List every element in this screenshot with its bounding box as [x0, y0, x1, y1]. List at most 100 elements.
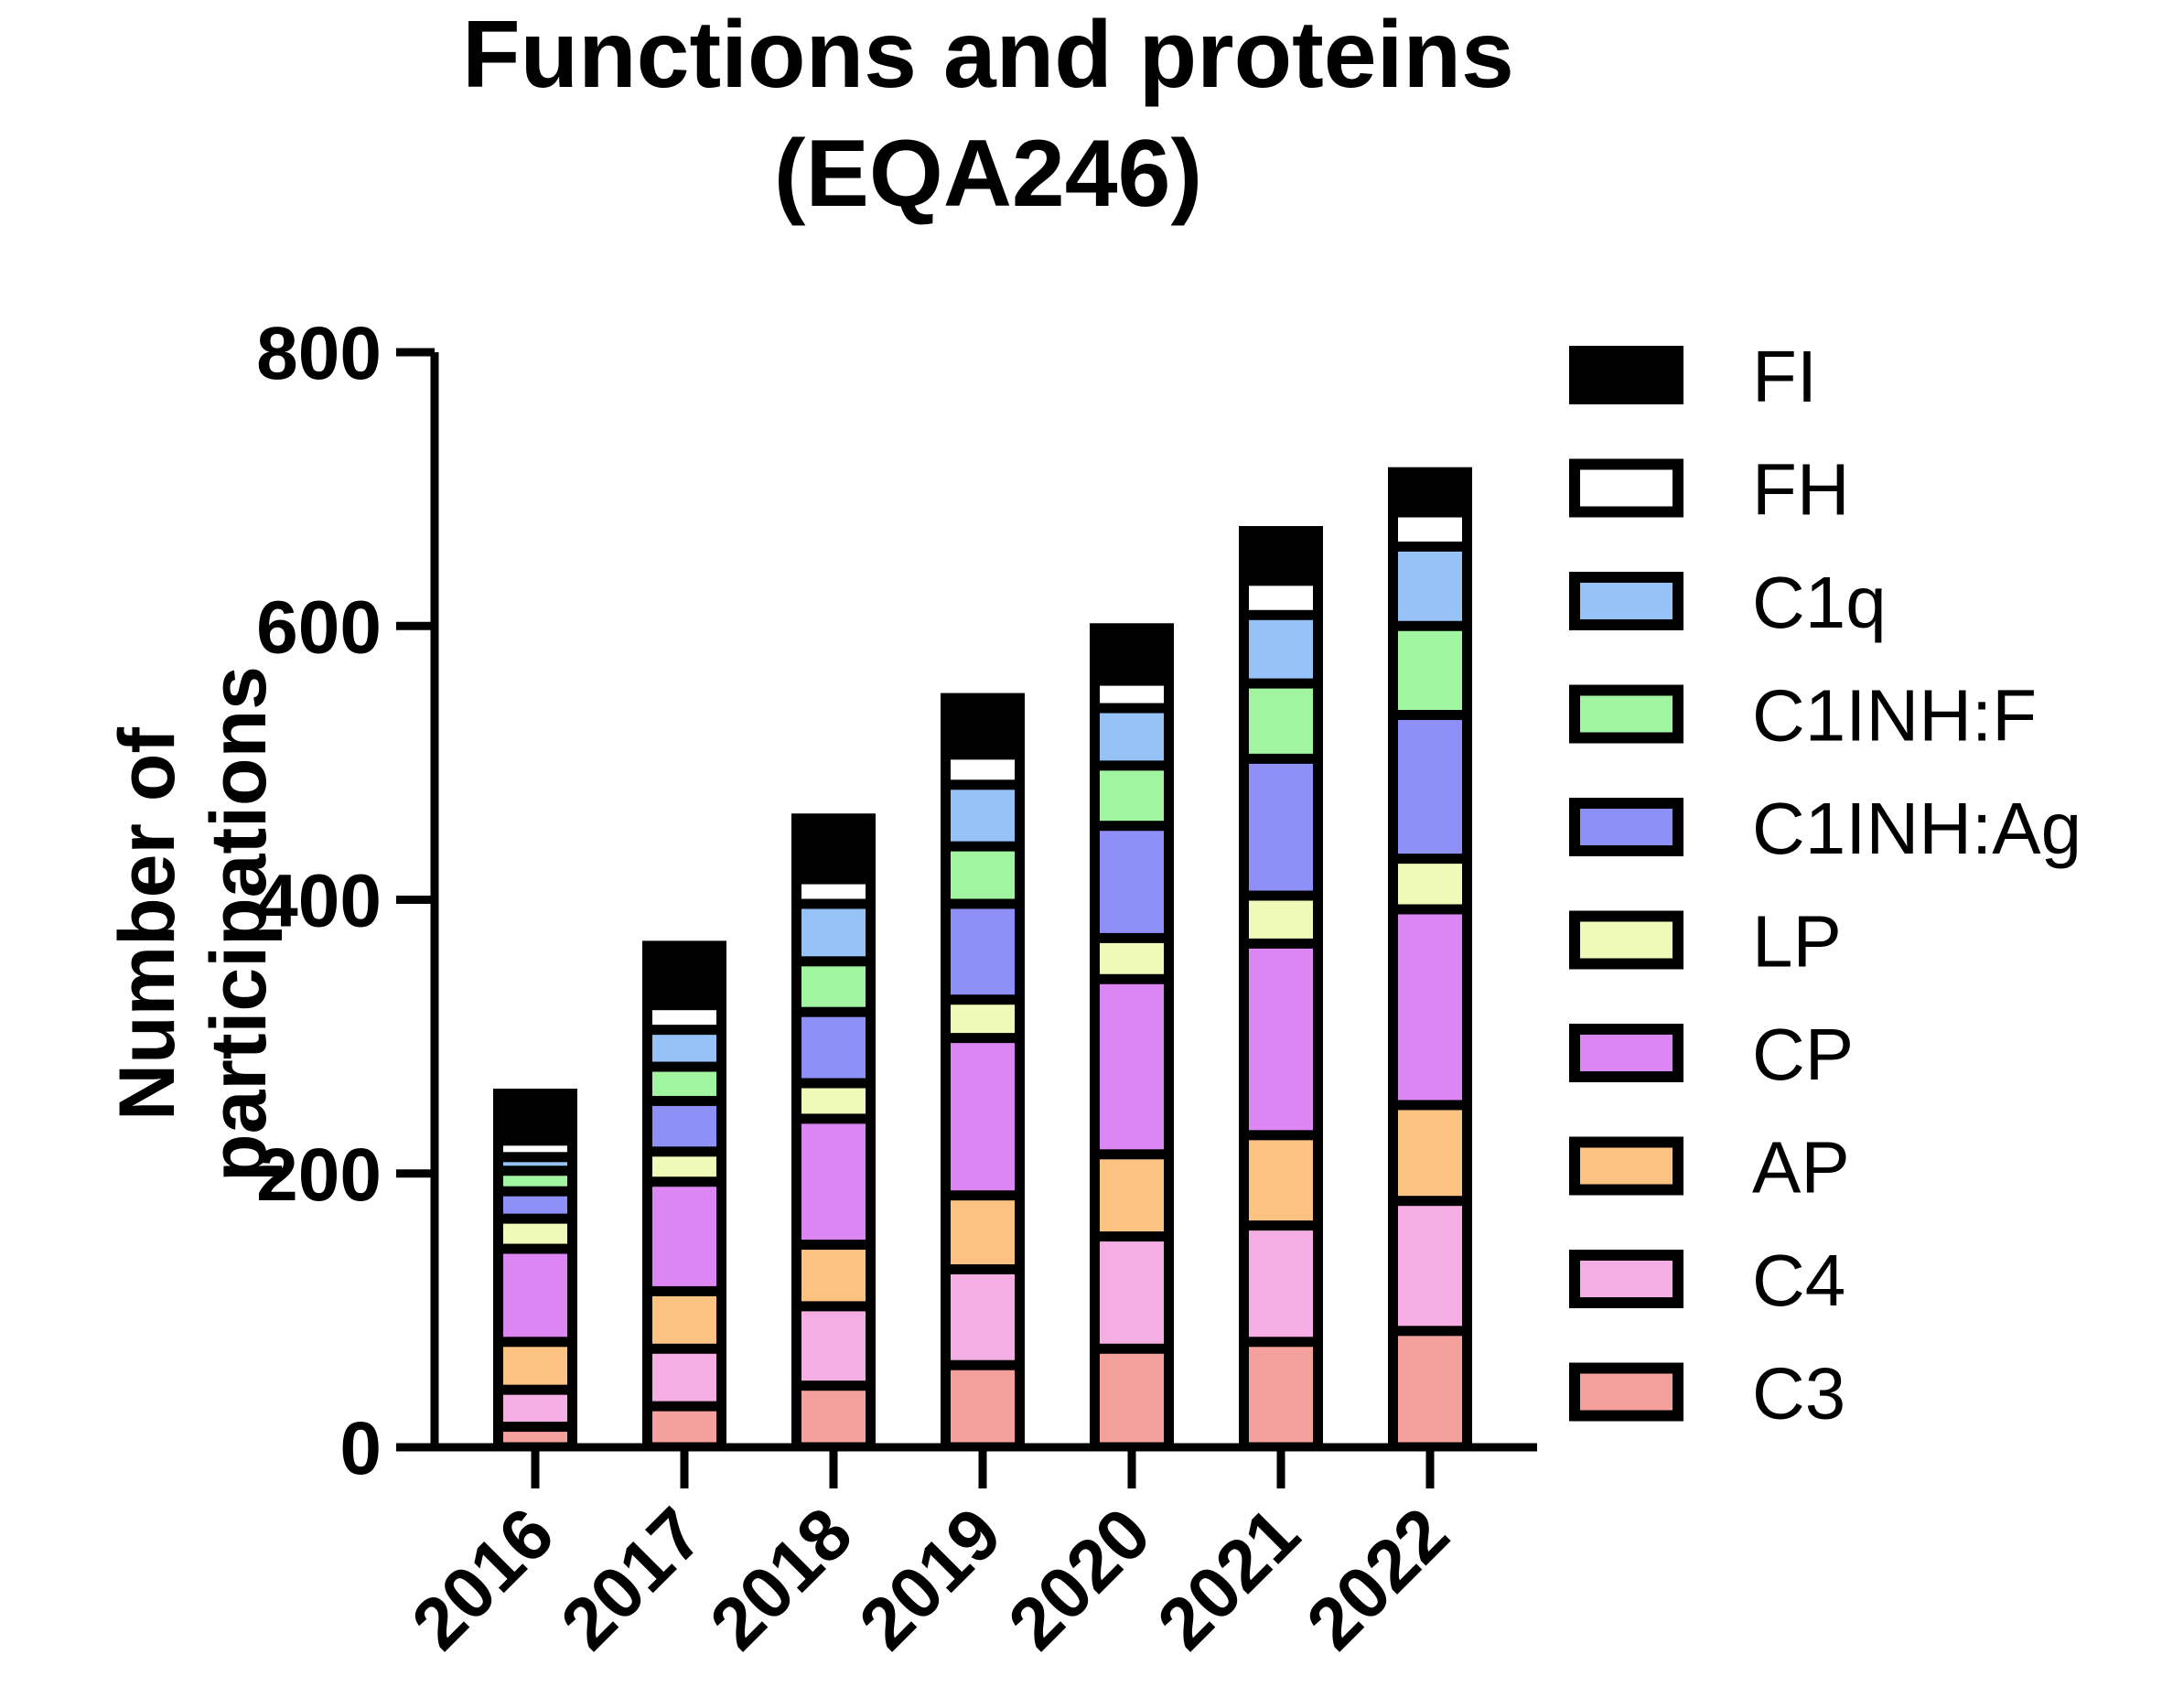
bar-segment-fh: [951, 759, 1015, 780]
legend-item-cp: CP: [1569, 1014, 1854, 1095]
bar-segment-c1q: [1249, 619, 1313, 679]
bar-segment-c4: [652, 1353, 716, 1402]
legend-swatch: [1569, 684, 1683, 744]
bars: [493, 467, 1472, 1447]
y-tick-label: 600: [256, 585, 382, 669]
y-axis-ticks: 0 200 400 600 800: [256, 312, 435, 1490]
legend-label: C1INH:F: [1752, 675, 2037, 757]
legend-label: CP: [1752, 1014, 1854, 1095]
legend-item-c1q: C1q: [1569, 562, 1887, 643]
bar-segment-lp: [801, 1088, 866, 1114]
x-tick-label: 2021: [1142, 1492, 1315, 1665]
legend-swatch: [1569, 1362, 1683, 1422]
y-axis-label-line-1: Number of: [103, 727, 191, 1121]
bar-segment-c1inh-ag: [503, 1196, 567, 1214]
bar-segment-lp: [1249, 900, 1313, 939]
bar-segment-cp: [1398, 914, 1462, 1101]
bar-segment-c3: [1398, 1336, 1462, 1443]
legend-swatch: [1569, 572, 1683, 630]
bar-segment-cp: [1100, 983, 1164, 1150]
bar-segment-cp: [801, 1123, 866, 1241]
bar-segment-fh: [1249, 585, 1313, 610]
x-tick-label: 2016: [396, 1492, 569, 1665]
bar-segment-cp: [1249, 948, 1313, 1131]
y-tick-label: 200: [256, 1133, 382, 1217]
bar-segment-c1q: [1398, 551, 1462, 621]
legend-swatch: [1569, 1136, 1683, 1196]
bar-segment-c1q: [801, 908, 866, 957]
legend-swatch: [1569, 458, 1683, 518]
bar-stack-2022: [1388, 467, 1472, 1447]
bar-segment-c4: [1398, 1206, 1462, 1327]
legend-item-ap: AP: [1569, 1127, 1850, 1208]
bar-segment-c4: [1249, 1230, 1313, 1337]
bar-segment-lp: [1100, 942, 1164, 974]
bar-stack-2019: [941, 693, 1025, 1447]
legend-label: C4: [1752, 1240, 1845, 1321]
bar-segment-fh: [1100, 685, 1164, 704]
bar-segment-c1inh-ag: [1398, 720, 1462, 854]
bar-segment-fh: [503, 1145, 567, 1153]
bar-segment-ap: [503, 1347, 567, 1385]
bar-stack-2018: [791, 813, 876, 1447]
x-tick-label: 2020: [993, 1492, 1166, 1665]
x-tick-label: 2019: [844, 1492, 1016, 1665]
bar-segment-c3: [1100, 1353, 1164, 1443]
bar-segment-ap: [1398, 1110, 1462, 1197]
bar-segment-fh: [652, 1010, 716, 1026]
chart-subtitle: (EQA246): [774, 121, 1202, 227]
legend-item-c4: C4: [1569, 1240, 1845, 1321]
bar-segment-c1inh-ag: [951, 908, 1015, 995]
bar-segment-c1q: [1100, 713, 1164, 761]
bar-stack-2017: [642, 940, 726, 1447]
y-tick-label: 800: [256, 312, 382, 395]
bar-segment-c1inh-ag: [801, 1016, 866, 1079]
legend-label: C3: [1752, 1353, 1845, 1434]
legend-swatch: [1569, 1024, 1683, 1082]
bar-segment-c3: [503, 1432, 567, 1443]
legend-swatch: [1569, 1250, 1683, 1308]
bar-segment-c3: [801, 1391, 866, 1443]
legend-item-fi: FI: [1569, 336, 1817, 417]
bar-segment-cp: [951, 1043, 1015, 1191]
bar-segment-lp: [503, 1223, 567, 1244]
bar-segment-lp: [1398, 864, 1462, 905]
bar-segment-c4: [503, 1394, 567, 1423]
bar-segment-c1q: [951, 790, 1015, 842]
legend-item-c1inh-ag: C1INH:Ag: [1569, 788, 2081, 869]
legend: FI FH C1q C1INH:F C1INH:Ag LP CP AP C4 C3: [1569, 336, 2081, 1434]
bar-stack-2016: [493, 1088, 577, 1447]
bar-segment-c1inh-f: [652, 1071, 716, 1096]
bar-stack-2021: [1239, 526, 1323, 1447]
bar-segment-c1inh-ag: [652, 1105, 716, 1147]
legend-item-fh: FH: [1569, 449, 1850, 531]
legend-swatch: [1569, 346, 1683, 404]
bar-segment-ap: [1249, 1140, 1313, 1221]
legend-label: C1q: [1752, 562, 1887, 643]
y-axis-label-line-2: participations: [195, 666, 283, 1182]
bar-segment-c1inh-f: [1100, 770, 1164, 822]
bar-segment-cp: [652, 1187, 716, 1286]
legend-label: FI: [1752, 336, 1817, 417]
bar-segment-ap: [1100, 1159, 1164, 1232]
x-tick-label: 2022: [1291, 1492, 1464, 1665]
legend-swatch: [1569, 798, 1683, 856]
y-tick-label: 0: [339, 1407, 382, 1490]
bar-segment-ap: [801, 1250, 866, 1302]
legend-label: AP: [1752, 1127, 1850, 1208]
bar-segment-lp: [652, 1156, 716, 1177]
bar-segment-c1inh-f: [503, 1176, 567, 1187]
legend-label: LP: [1752, 901, 1842, 983]
bar-segment-c1q: [503, 1162, 567, 1166]
bar-stack-2020: [1090, 623, 1174, 1447]
bar-segment-ap: [951, 1200, 1015, 1264]
bar-segment-ap: [652, 1295, 716, 1344]
legend-swatch: [1569, 910, 1683, 970]
bar-segment-c1inh-f: [1398, 630, 1462, 711]
bar-segment-c4: [801, 1311, 866, 1381]
bar-segment-cp: [503, 1253, 567, 1337]
x-tick-label: 2017: [545, 1492, 718, 1665]
legend-item-c1inh-f: C1INH:F: [1569, 675, 2037, 757]
